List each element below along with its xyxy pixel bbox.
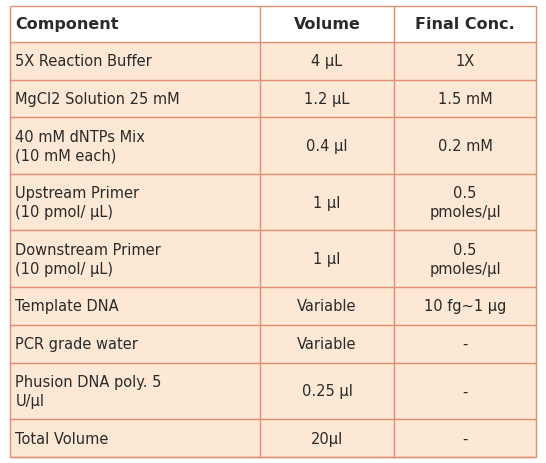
Text: Volume: Volume xyxy=(294,17,360,32)
Text: PCR grade water: PCR grade water xyxy=(15,337,138,351)
Text: 1.5 mM: 1.5 mM xyxy=(438,92,492,107)
Bar xyxy=(394,118,536,175)
Bar xyxy=(394,325,536,363)
Text: Template DNA: Template DNA xyxy=(15,299,119,314)
Bar xyxy=(394,419,536,457)
Bar xyxy=(394,288,536,325)
Text: 20μl: 20μl xyxy=(311,431,343,445)
Text: 1X: 1X xyxy=(455,54,474,69)
Bar xyxy=(10,7,260,43)
Bar xyxy=(394,175,536,231)
Text: Phusion DNA poly. 5
U/μl: Phusion DNA poly. 5 U/μl xyxy=(15,374,162,408)
Bar xyxy=(260,288,394,325)
Text: Component: Component xyxy=(15,17,119,32)
Text: 40 mM dNTPs Mix
(10 mM each): 40 mM dNTPs Mix (10 mM each) xyxy=(15,129,145,163)
Text: 1.2 μL: 1.2 μL xyxy=(304,92,349,107)
Text: -: - xyxy=(462,383,468,399)
Text: 5X Reaction Buffer: 5X Reaction Buffer xyxy=(15,54,152,69)
Text: 1 μl: 1 μl xyxy=(313,252,341,267)
Text: 0.25 μl: 0.25 μl xyxy=(301,383,352,399)
Bar xyxy=(10,175,260,231)
Text: 0.2 mM: 0.2 mM xyxy=(438,139,492,154)
Bar xyxy=(260,419,394,457)
Bar xyxy=(10,363,260,419)
Bar xyxy=(394,7,536,43)
Bar xyxy=(10,419,260,457)
Text: -: - xyxy=(462,337,468,351)
Text: Upstream Primer
(10 pmol/ μL): Upstream Primer (10 pmol/ μL) xyxy=(15,186,139,220)
Bar xyxy=(394,363,536,419)
Text: 10 fg~1 μg: 10 fg~1 μg xyxy=(424,299,506,314)
Bar xyxy=(260,118,394,175)
Text: Total Volume: Total Volume xyxy=(15,431,109,445)
Bar xyxy=(260,363,394,419)
Bar xyxy=(394,81,536,118)
Text: Downstream Primer
(10 pmol/ μL): Downstream Primer (10 pmol/ μL) xyxy=(15,242,161,276)
Text: MgCl2 Solution 25 mM: MgCl2 Solution 25 mM xyxy=(15,92,180,107)
Bar xyxy=(260,325,394,363)
Bar xyxy=(260,43,394,81)
Text: 0.4 μl: 0.4 μl xyxy=(306,139,348,154)
Text: 1 μl: 1 μl xyxy=(313,195,341,210)
Bar xyxy=(10,325,260,363)
Text: 0.5
pmoles/μl: 0.5 pmoles/μl xyxy=(429,242,501,276)
Bar xyxy=(10,288,260,325)
Text: Variable: Variable xyxy=(297,337,357,351)
Bar xyxy=(394,231,536,288)
Bar xyxy=(260,81,394,118)
Text: 0.5
pmoles/μl: 0.5 pmoles/μl xyxy=(429,186,501,220)
Text: Final Conc.: Final Conc. xyxy=(416,17,515,32)
Text: Variable: Variable xyxy=(297,299,357,314)
Bar xyxy=(10,231,260,288)
Text: 4 μL: 4 μL xyxy=(311,54,342,69)
Bar xyxy=(10,43,260,81)
Bar xyxy=(260,231,394,288)
Bar xyxy=(260,7,394,43)
Bar xyxy=(394,43,536,81)
Bar xyxy=(260,175,394,231)
Bar xyxy=(10,118,260,175)
Text: -: - xyxy=(462,431,468,445)
Bar xyxy=(10,81,260,118)
